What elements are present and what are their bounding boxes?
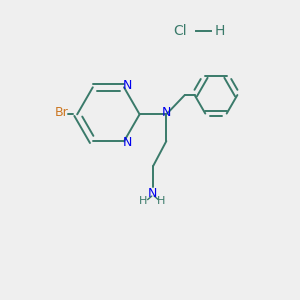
Text: N: N: [122, 79, 132, 92]
Text: H: H: [215, 24, 225, 38]
Text: Br: Br: [55, 106, 69, 119]
Text: H: H: [157, 196, 166, 206]
Text: N: N: [148, 187, 157, 200]
Text: N: N: [162, 106, 171, 119]
Text: N: N: [122, 136, 132, 149]
Text: H: H: [139, 196, 148, 206]
Text: Cl: Cl: [173, 24, 187, 38]
